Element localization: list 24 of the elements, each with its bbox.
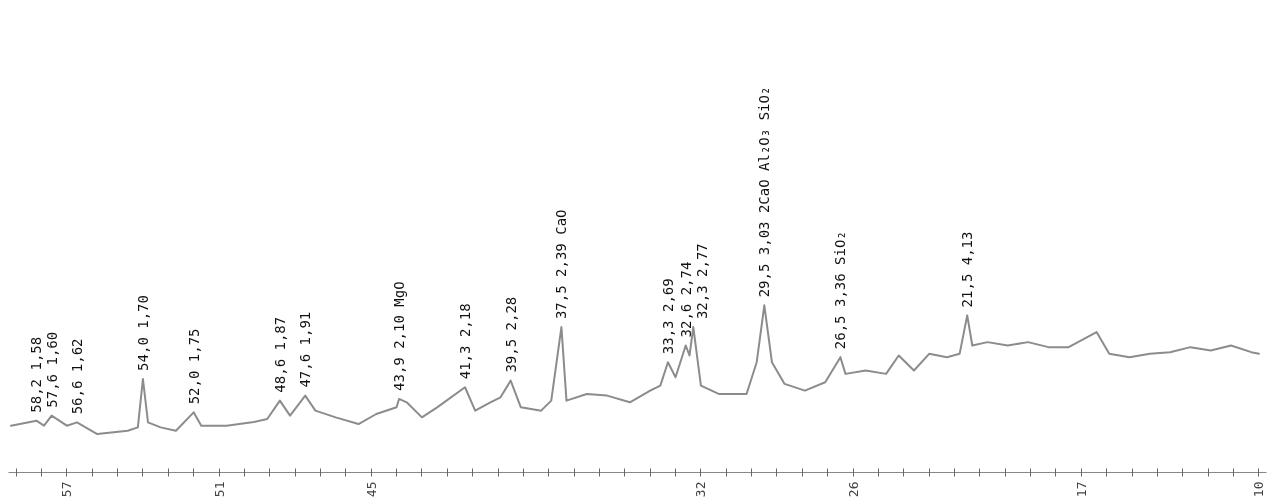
x-tick-label: 51 [211,481,227,498]
annotation: 54,0 1,70 [134,295,151,371]
x-tick-label: 32 [693,481,709,498]
annotation: 56,6 1,62 [68,338,85,415]
x-tick-label: 26 [845,481,861,498]
x-tick-label: 17 [1073,481,1089,498]
annotation: 43,9 2,10 MgO [391,281,408,391]
annotation: 57,6 1,60 [44,331,61,408]
annotation: 41,3 2,18 [457,303,474,380]
annotation: 21,5 4,13 [959,231,976,308]
annotation: 26,5 3,36 SiO₂ [832,231,849,350]
annotation: 32,6 2,74 [677,261,694,338]
annotation: 33,3 2,69 [659,278,676,355]
annotation: 39,5 2,28 [502,296,519,373]
x-tick-label: 45 [363,481,379,498]
annotation: 47,6 1,91 [297,311,314,388]
annotation: 58,2 1,58 [28,336,45,413]
annotation: 52,0 1,75 [185,328,202,405]
x-tick-label: 10 [1251,481,1267,498]
x-tick-label: 57 [59,481,75,498]
annotation: 32,3 2,77 [693,243,710,320]
annotation: 37,5 2,39 CaO [553,209,570,320]
annotation: 48,6 1,87 [271,316,288,393]
annotation: 29,5 3,03 2CaO Al₂O₃ SiO₂ [756,86,773,298]
